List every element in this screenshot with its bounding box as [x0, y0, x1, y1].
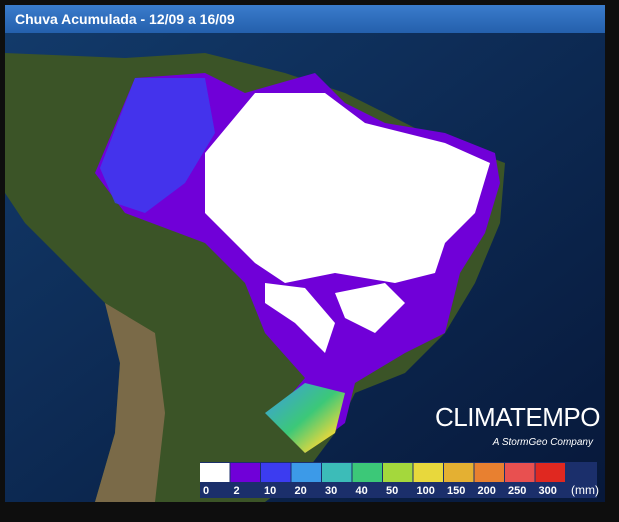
- legend-unit: (mm): [571, 483, 599, 497]
- legend-label: 20: [295, 485, 307, 497]
- legend-label: 100: [417, 485, 435, 497]
- legend-swatch: [261, 463, 291, 482]
- legend-swatch: [505, 463, 535, 482]
- rain-10mm: [100, 78, 215, 213]
- andes: [95, 303, 165, 502]
- legend-swatch: [352, 463, 382, 482]
- legend-swatch: [535, 463, 565, 482]
- logo-tagline: A StormGeo Company: [492, 437, 594, 448]
- legend-label: 0: [203, 485, 209, 497]
- legend-label: 300: [539, 485, 557, 497]
- legend-label: 30: [325, 485, 337, 497]
- title: Chuva Acumulada - 12/09 a 16/09: [15, 11, 235, 27]
- map: CLIMATEMPO A StormGeo Company 0 2 10 20 30 40 50…: [5, 33, 605, 502]
- legend-swatch: [383, 463, 413, 482]
- legend-swatch: [322, 463, 352, 482]
- legend-swatch: [474, 463, 504, 482]
- legend-label: 200: [478, 485, 496, 497]
- rain-south: [265, 383, 345, 453]
- legend-label: 10: [264, 485, 276, 497]
- rain-0mm-south: [265, 283, 405, 353]
- title-bar: Chuva Acumulada - 12/09 a 16/09: [5, 5, 605, 33]
- legend-swatch: [200, 463, 230, 482]
- legend-label: 50: [386, 485, 398, 497]
- legend-swatch: [413, 463, 443, 482]
- legend-label: 150: [447, 485, 465, 497]
- logo-name: CLIMATEMPO: [435, 402, 600, 432]
- legend-label: 250: [508, 485, 526, 497]
- rain-0mm: [205, 93, 490, 283]
- legend-swatch: [230, 463, 260, 482]
- legend-label: 40: [356, 485, 368, 497]
- legend-swatch: [444, 463, 474, 482]
- legend-swatch: [291, 463, 321, 482]
- legend-label: 2: [234, 485, 240, 497]
